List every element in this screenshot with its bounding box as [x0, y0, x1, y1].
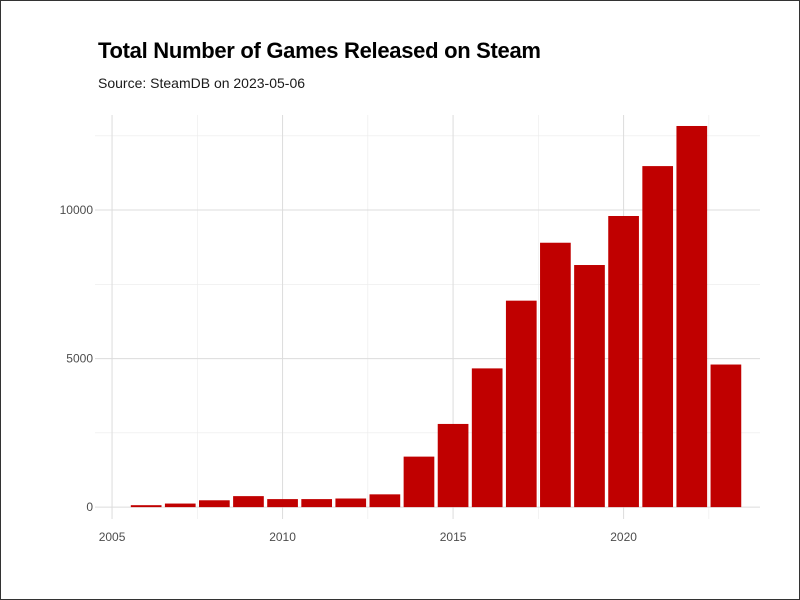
bar-2015: [437, 423, 469, 508]
bar-2021: [642, 166, 674, 508]
y-tick-label-5000: 5000: [66, 352, 93, 366]
bar-2013: [369, 494, 401, 508]
x-axis-tick-labels: 2005 2010 2015 2020: [99, 530, 638, 544]
bar-2020: [608, 216, 639, 508]
chart-subtitle: Source: SteamDB on 2023-05-06: [98, 75, 306, 91]
bar-2011: [301, 499, 333, 508]
y-tick-label-10000: 10000: [60, 203, 94, 217]
bar-2006: [130, 505, 162, 508]
bar-2019: [574, 265, 605, 508]
x-tick-label-2010: 2010: [269, 530, 296, 544]
bar-2009: [233, 496, 264, 508]
bar-2017: [505, 300, 537, 508]
bar-2010: [267, 499, 298, 508]
y-axis-tick-labels: 0 5000 10000: [60, 203, 94, 514]
bar-2018: [540, 242, 571, 508]
x-tick-label-2015: 2015: [440, 530, 467, 544]
bar-2014: [403, 456, 435, 508]
minor-gridlines: [95, 115, 760, 519]
bar-2008: [199, 500, 230, 508]
bar-2023: [710, 364, 742, 508]
bar-2022: [676, 125, 708, 508]
bar-2007: [164, 503, 196, 508]
bar-2012: [335, 498, 367, 508]
chart-title: Total Number of Games Released on Steam: [98, 38, 541, 63]
bars: [130, 125, 742, 508]
x-tick-label-2020: 2020: [610, 530, 637, 544]
bar-2016: [471, 368, 503, 508]
x-tick-label-2005: 2005: [99, 530, 126, 544]
y-tick-label-0: 0: [86, 500, 93, 514]
